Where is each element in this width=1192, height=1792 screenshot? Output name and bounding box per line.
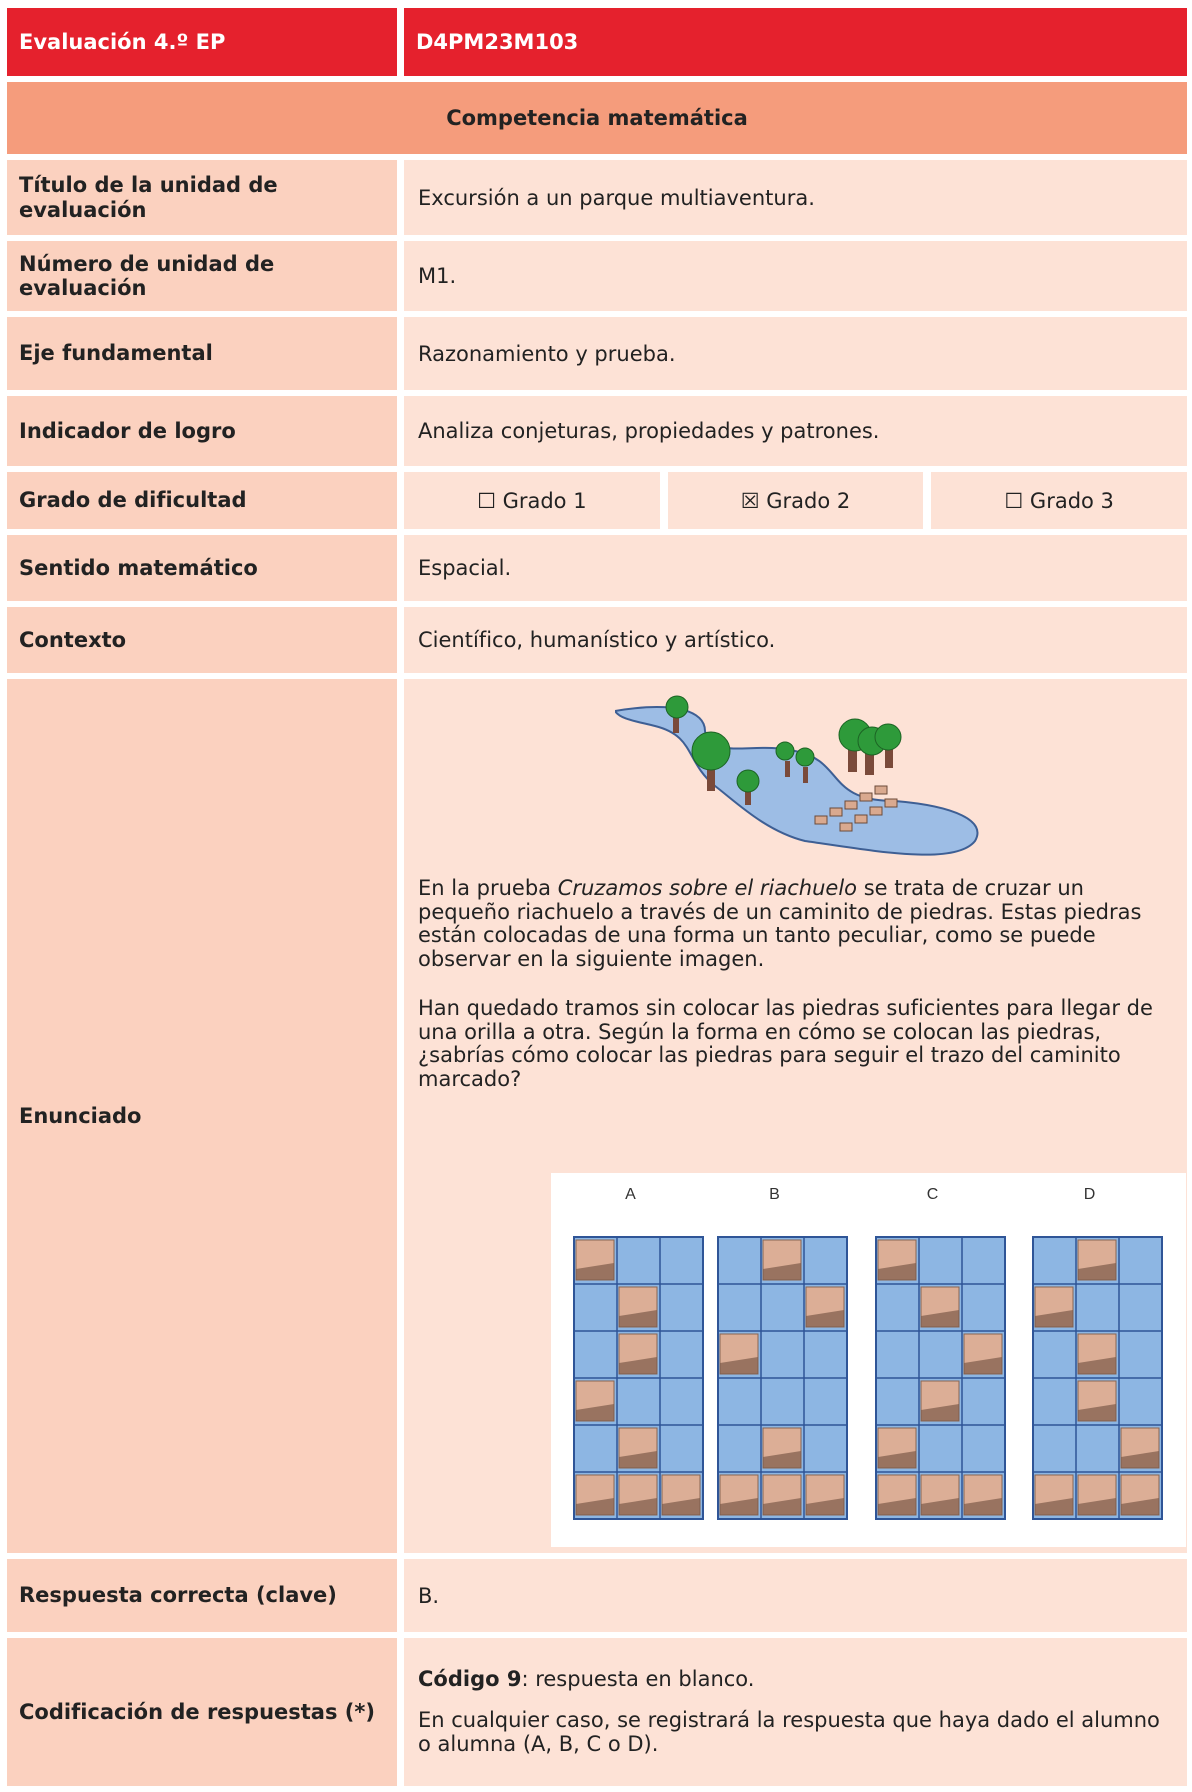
- row-label: Indicador de logro: [7, 396, 404, 466]
- stone-shade: [806, 1310, 844, 1327]
- header-right: D4PM23M103: [404, 8, 1187, 76]
- stone-shade: [1078, 1263, 1116, 1280]
- row-label: Título de la unidad de evaluación: [7, 160, 404, 235]
- river-illustration: [615, 695, 979, 856]
- stone-shade: [1078, 1498, 1116, 1515]
- section-title: Competencia matemática: [7, 82, 1187, 154]
- stone-shade: [878, 1451, 916, 1468]
- row-value: Razonamiento y prueba.: [404, 317, 1187, 390]
- header-left: Evaluación 4.º EP: [7, 8, 404, 76]
- difficulty-option: ☐ Grado 3: [931, 472, 1188, 529]
- row-label: Contexto: [7, 607, 404, 673]
- option-label: B: [769, 1186, 780, 1203]
- coding-cell: Código 9: respuesta en blanco. En cualqu…: [404, 1638, 1187, 1786]
- option-label: A: [625, 1186, 636, 1203]
- difficulty-option: ☒ Grado 2: [667, 472, 924, 529]
- row-label: Sentido matemático: [7, 535, 404, 601]
- paragraph: En cualquier caso, se registrará la resp…: [418, 1708, 1160, 1756]
- stone-shade: [619, 1357, 657, 1374]
- options-figure: A B C D: [551, 1173, 1186, 1547]
- row-label: Número de unidad de evaluación: [7, 241, 404, 311]
- stone-shade: [720, 1357, 758, 1374]
- row-label: Respuesta correcta (clave): [7, 1559, 404, 1632]
- stone-shade: [1121, 1498, 1159, 1515]
- italic-text: Cruzamos sobre el riachuelo: [557, 876, 858, 900]
- evaluation-table: Evaluación 4.º EP D4PM23M103 Competencia …: [7, 2, 1188, 1792]
- row-value: Espacial.: [404, 535, 1187, 601]
- stone-shade: [878, 1498, 916, 1515]
- stone-shade: [576, 1404, 614, 1421]
- row-label: Eje fundamental: [7, 317, 404, 390]
- difficulty-option: ☐ Grado 1: [404, 472, 660, 529]
- option-label: C: [927, 1186, 939, 1203]
- stone-shade: [1078, 1404, 1116, 1421]
- row-value: Científico, humanístico y artístico.: [404, 607, 1187, 673]
- stone-shade: [806, 1498, 844, 1515]
- stone-shade: [1078, 1357, 1116, 1374]
- stone-shade: [720, 1498, 758, 1515]
- row-value: B.: [404, 1559, 1187, 1632]
- stone-shade: [1121, 1451, 1159, 1468]
- paragraph: En la prueba Cruzamos sobre el riachuelo…: [418, 876, 1175, 971]
- stone-shade: [1035, 1498, 1073, 1515]
- stone-shade: [763, 1451, 801, 1468]
- stone-shade: [619, 1451, 657, 1468]
- stone-shade: [763, 1498, 801, 1515]
- bold-text: Código 9: [418, 1666, 522, 1691]
- option-label: D: [1084, 1186, 1096, 1203]
- stone-shade: [921, 1404, 959, 1421]
- stone-shade: [921, 1498, 959, 1515]
- text: : respuesta en blanco.: [521, 1666, 755, 1691]
- statement-cell: En la prueba Cruzamos sobre el riachuelo…: [404, 679, 1187, 1553]
- row-value: Analiza conjeturas, propiedades y patron…: [404, 396, 1187, 466]
- paragraph: Código 9: respuesta en blanco.: [418, 1666, 1175, 1692]
- row-label: Enunciado: [7, 679, 404, 1553]
- stone-shade: [964, 1498, 1002, 1515]
- stone-shade: [763, 1263, 801, 1280]
- text: se trata de cruzar un pequeño riachuelo …: [418, 876, 1142, 971]
- row-value: Excursión a un parque multiaventura.: [404, 160, 1187, 235]
- stone-shade: [619, 1310, 657, 1327]
- stone-shade: [576, 1498, 614, 1515]
- row-value: M1.: [404, 241, 1187, 311]
- stone-shade: [921, 1310, 959, 1327]
- stone-shade: [964, 1357, 1002, 1374]
- stone-shade: [1035, 1310, 1073, 1327]
- paragraph: Han quedado tramos sin colocar las piedr…: [418, 996, 1153, 1091]
- difficulty-cell: ☐ Grado 1 ☒ Grado 2 ☐ Grado 3: [404, 472, 1188, 529]
- stone-shade: [878, 1263, 916, 1280]
- row-label: Codificación de respuestas (*): [7, 1638, 404, 1786]
- row-label: Grado de dificultad: [7, 472, 404, 529]
- text: En la prueba: [418, 876, 558, 900]
- stone-shade: [576, 1263, 614, 1280]
- stone-shade: [619, 1498, 657, 1515]
- stone-shade: [662, 1498, 700, 1515]
